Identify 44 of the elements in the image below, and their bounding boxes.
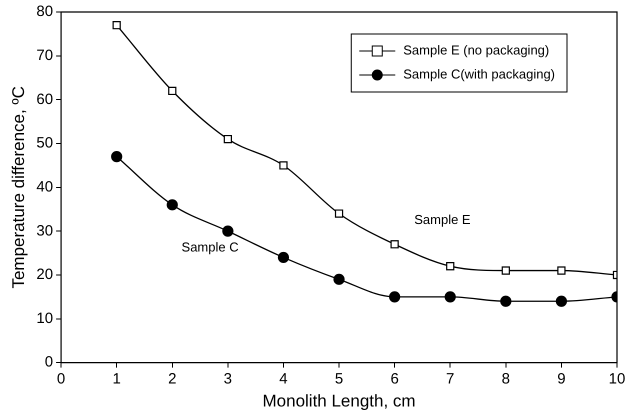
x-tick-label: 0: [56, 370, 66, 388]
x-tick-label: 4: [279, 370, 288, 388]
y-tick-label: 50: [36, 134, 54, 152]
x-tick-label: 3: [224, 370, 232, 388]
point: [224, 134, 232, 144]
x-tick-label: 10: [608, 370, 626, 388]
point: [333, 274, 345, 285]
y-tick-label: 40: [36, 178, 54, 196]
legend-label: Sample C(with packaging): [403, 66, 555, 82]
x-axis-title: Monolith Length, cm: [262, 391, 416, 410]
x-tick-label: 1: [112, 370, 121, 388]
x-tick-label: 9: [557, 370, 566, 388]
point: [446, 262, 454, 270]
point: [279, 161, 288, 170]
point: [444, 291, 456, 302]
y-tick-label: 0: [44, 354, 54, 371]
point: [389, 291, 400, 302]
point: [168, 86, 176, 96]
legend-label: Sample E (no packaging): [403, 42, 550, 58]
y-tick-label: 60: [36, 90, 54, 108]
point: [390, 240, 399, 248]
point: [111, 151, 122, 162]
point: [112, 21, 121, 30]
point: [557, 266, 566, 275]
annotation: Sample E: [414, 212, 471, 227]
y-tick-label: 10: [36, 310, 54, 327]
point: [500, 296, 512, 307]
y-tick-label: 30: [36, 222, 54, 240]
y-tick-label: 70: [36, 46, 54, 64]
x-tick-label: 5: [334, 370, 344, 388]
x-tick-label: 6: [390, 370, 399, 388]
y-tick-label: 20: [36, 266, 54, 284]
point: [334, 209, 344, 218]
point: [166, 199, 178, 210]
x-tick-label: 8: [502, 370, 510, 388]
x-tick-label: 7: [446, 370, 454, 388]
point: [222, 226, 234, 237]
y-tick-label: 80: [36, 3, 54, 20]
annotation: Sample C: [182, 240, 239, 255]
x-tick-label: 2: [168, 370, 176, 388]
point: [502, 266, 510, 275]
point: [556, 296, 568, 307]
point: [278, 252, 290, 264]
y-axis-title: Temperature difference, ºC: [8, 86, 28, 289]
